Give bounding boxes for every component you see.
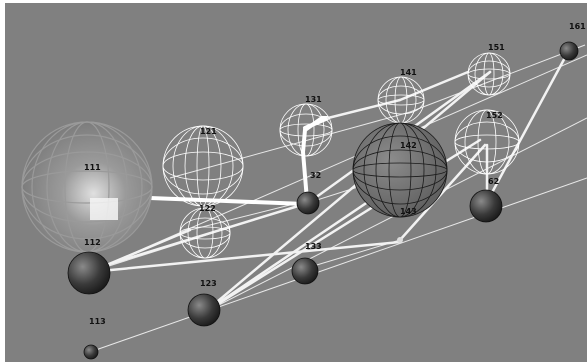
label-111: 111: [84, 163, 101, 172]
label-142: 142: [400, 141, 417, 150]
label-143: 143: [400, 207, 417, 216]
label-62: 62: [488, 177, 499, 186]
label-133: 133: [305, 242, 322, 251]
label-122: 122: [199, 204, 216, 213]
node-labels: 161 151 141 131 121 152 142 111 32 62 12…: [84, 22, 586, 326]
label-161: 161: [569, 22, 586, 31]
label-151: 151: [488, 43, 505, 52]
sphere-32: [296, 191, 320, 215]
label-152: 152: [486, 111, 503, 120]
label-32: 32: [310, 171, 321, 180]
sphere-121: [162, 125, 244, 207]
sphere-113: [83, 344, 99, 360]
sphere-112: [67, 251, 111, 295]
sphere-151: [467, 52, 511, 96]
sphere-143: [397, 237, 403, 243]
label-121: 121: [200, 127, 217, 136]
label-113: 113: [89, 317, 106, 326]
sphere-161: [559, 41, 579, 61]
sphere-111: [21, 121, 153, 253]
sphere-122: [179, 207, 231, 259]
sphere-131: [279, 103, 333, 157]
sphere-123: [187, 293, 221, 327]
sphere-133: [291, 257, 319, 285]
label-123: 123: [200, 279, 217, 288]
small-dark-spheres: [67, 41, 579, 360]
sphere-152: [454, 109, 520, 175]
label-112: 112: [84, 238, 101, 247]
label-131: 131: [305, 95, 322, 104]
label-141: 141: [400, 68, 417, 77]
sphere-62: [469, 189, 503, 223]
sphere-142: [352, 122, 448, 218]
